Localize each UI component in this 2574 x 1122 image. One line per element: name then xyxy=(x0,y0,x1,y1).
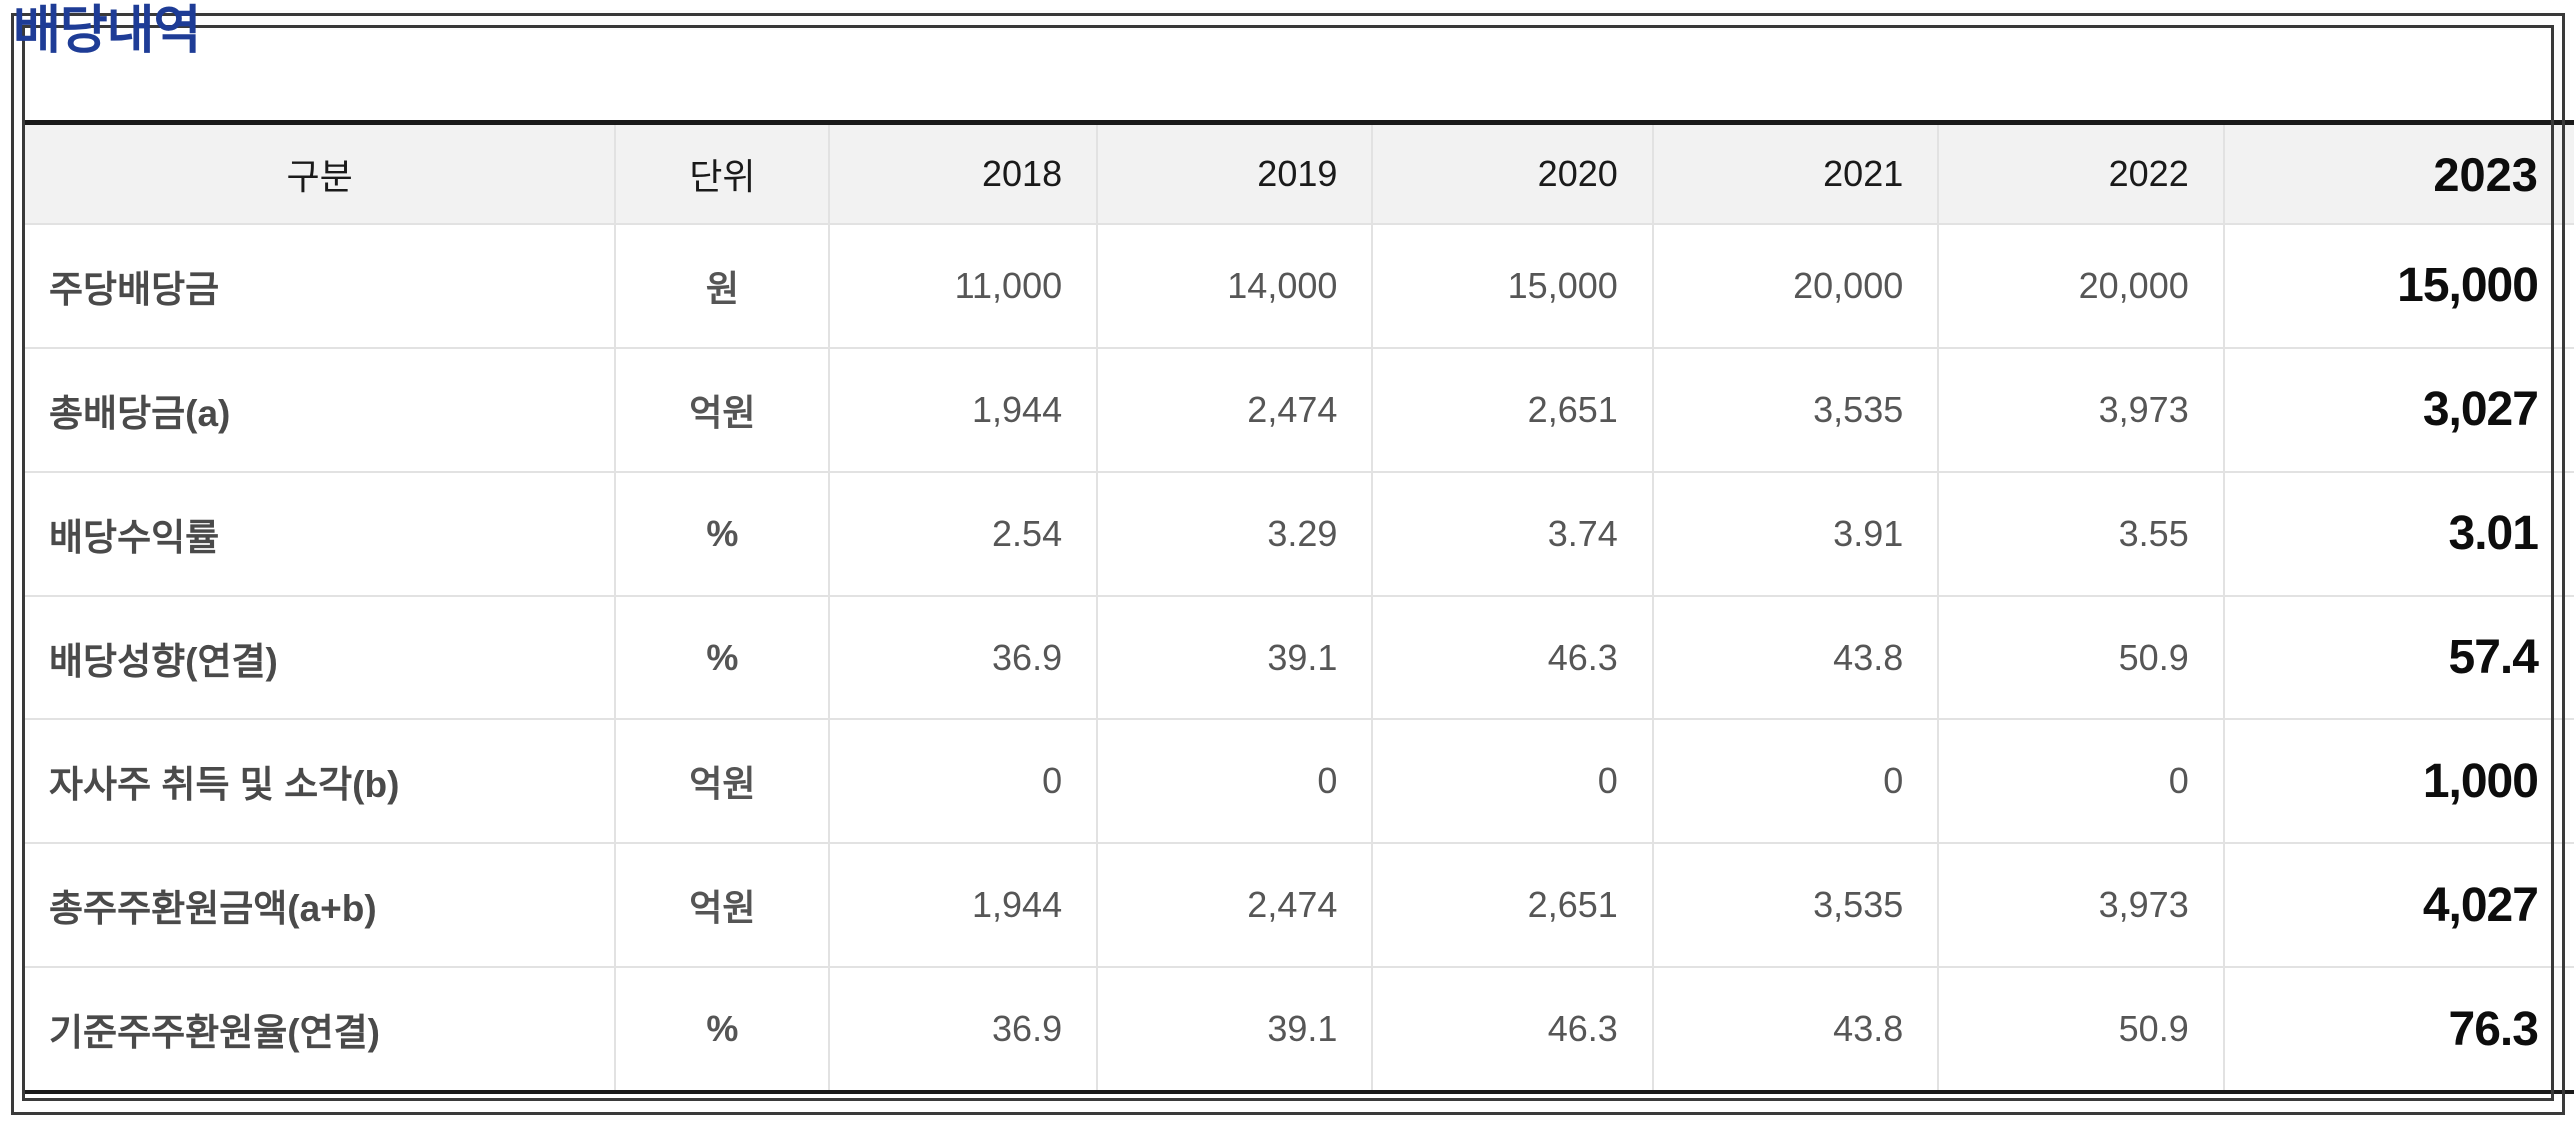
table-row-dividend-yield: 배당수익률 % 2.54 3.29 3.74 3.91 3.55 3.01 xyxy=(25,472,2574,597)
table-row-total-shareholder-return-amount: 총주주환원금액(a+b) 억원 1,944 2,474 2,651 3,535 … xyxy=(25,844,2574,969)
table-header-row: 구분 단위 2018 2019 2020 2021 2022 2023 xyxy=(25,125,2574,225)
table-row-dividend-per-share: 주당배당금 원 11,000 14,000 15,000 20,000 20,0… xyxy=(25,225,2574,349)
header-cell-category: 구분 xyxy=(25,125,617,223)
cell-2018: 0 xyxy=(830,720,1099,843)
cell-2019: 3.29 xyxy=(1098,472,1374,595)
cell-2020: 2,651 xyxy=(1373,844,1654,967)
cell-2019: 2,474 xyxy=(1098,844,1374,967)
cell-2023: 4,027 xyxy=(2422,878,2539,932)
header-cell-2020: 2020 xyxy=(1373,125,1654,223)
dividend-history-table: 구분 단위 2018 2019 2020 2021 2022 2023 주당배당… xyxy=(25,120,2574,1094)
row-unit: % xyxy=(616,968,831,1091)
cell-2020: 2,651 xyxy=(1373,348,1654,471)
cell-2022: 3,973 xyxy=(1939,844,2225,967)
row-label: 주당배당금 xyxy=(25,225,617,347)
cell-2020: 3.74 xyxy=(1373,472,1654,595)
cell-2021: 0 xyxy=(1654,720,1940,843)
header-cell-2021: 2021 xyxy=(1654,125,1940,223)
table-row-share-buyback: 자사주 취득 및 소각(b) 억원 0 0 0 0 0 1,000 xyxy=(25,720,2574,845)
table-row-shareholder-return-ratio: 기준주주환원율(연결) % 36.9 39.1 46.3 43.8 50.9 7… xyxy=(25,968,2574,1091)
row-label: 총주주환원금액(a+b) xyxy=(25,844,617,967)
header-cell-2019: 2019 xyxy=(1098,125,1374,223)
row-unit: 억원 xyxy=(616,844,831,967)
cell-2018: 36.9 xyxy=(830,596,1099,719)
row-unit: % xyxy=(616,596,831,719)
cell-2023: 15,000 xyxy=(2397,259,2539,313)
header-cell-2018: 2018 xyxy=(830,125,1099,223)
header-cell-2023: 2023 xyxy=(2433,147,2538,201)
table-body: 주당배당금 원 11,000 14,000 15,000 20,000 20,0… xyxy=(25,225,2574,1091)
cell-2021: 43.8 xyxy=(1654,596,1940,719)
cell-2018: 2.54 xyxy=(830,472,1099,595)
row-label: 기준주주환원율(연결) xyxy=(25,968,617,1091)
cell-2018: 11,000 xyxy=(830,225,1099,347)
cell-2019: 14,000 xyxy=(1098,225,1374,347)
cell-2020: 46.3 xyxy=(1373,596,1654,719)
row-unit: 억원 xyxy=(616,720,831,843)
row-label: 자사주 취득 및 소각(b) xyxy=(25,720,617,843)
cell-2021: 3.91 xyxy=(1654,472,1940,595)
row-unit: % xyxy=(616,472,831,595)
cell-2021: 3,535 xyxy=(1654,348,1940,471)
cell-2019: 2,474 xyxy=(1098,348,1374,471)
cell-2022: 0 xyxy=(1939,720,2225,843)
cell-2022: 50.9 xyxy=(1939,968,2225,1091)
cell-2022: 3.55 xyxy=(1939,472,2225,595)
header-cell-2022: 2022 xyxy=(1939,125,2225,223)
cell-2023: 3,027 xyxy=(2422,383,2539,437)
cell-2019: 39.1 xyxy=(1098,596,1374,719)
header-cell-unit: 단위 xyxy=(616,125,831,223)
cell-2018: 36.9 xyxy=(830,968,1099,1091)
page-title: 배당내역 xyxy=(13,2,201,60)
cell-2021: 20,000 xyxy=(1654,225,1940,347)
cell-2023: 1,000 xyxy=(2422,754,2539,808)
cell-2019: 39.1 xyxy=(1098,968,1374,1091)
row-label: 총배당금(a) xyxy=(25,348,617,471)
cell-2019: 0 xyxy=(1098,720,1374,843)
cell-2020: 46.3 xyxy=(1373,968,1654,1091)
table-row-payout-ratio: 배당성향(연결) % 36.9 39.1 46.3 43.8 50.9 57.4 xyxy=(25,596,2574,721)
cell-2023: 76.3 xyxy=(2448,1002,2539,1056)
cell-2022: 20,000 xyxy=(1939,225,2225,347)
cell-2022: 50.9 xyxy=(1939,596,2225,719)
cell-2018: 1,944 xyxy=(830,348,1099,471)
cell-2020: 15,000 xyxy=(1373,225,1654,347)
row-label: 배당성향(연결) xyxy=(25,596,617,719)
table-row-total-dividend: 총배당금(a) 억원 1,944 2,474 2,651 3,535 3,973… xyxy=(25,348,2574,473)
cell-2021: 3,535 xyxy=(1654,844,1940,967)
row-label: 배당수익률 xyxy=(25,472,617,595)
cell-2020: 0 xyxy=(1373,720,1654,843)
cell-2023: 57.4 xyxy=(2448,631,2539,684)
cell-2018: 1,944 xyxy=(830,844,1099,967)
row-unit: 억원 xyxy=(616,348,831,471)
cell-2023: 3.01 xyxy=(2448,507,2539,561)
cell-2021: 43.8 xyxy=(1654,968,1940,1091)
cell-2022: 3,973 xyxy=(1939,348,2225,471)
row-unit: 원 xyxy=(616,225,831,347)
